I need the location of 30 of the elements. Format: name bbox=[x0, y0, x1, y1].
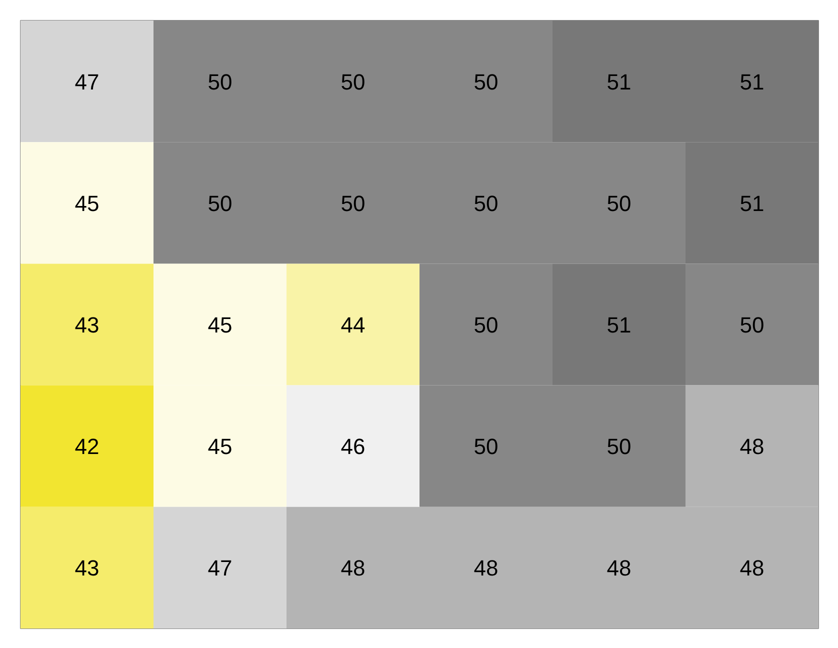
data-label: 48 bbox=[740, 556, 764, 581]
data-label: 51 bbox=[740, 69, 764, 94]
data-label: 48 bbox=[474, 556, 498, 581]
data-label: 50 bbox=[474, 190, 498, 216]
data-label: 50 bbox=[208, 190, 232, 216]
data-label: 51 bbox=[740, 190, 764, 216]
data-label: 47 bbox=[74, 69, 100, 94]
data-label: 47 bbox=[208, 556, 232, 581]
data-label: 44 bbox=[340, 312, 366, 338]
data-label: 45 bbox=[208, 312, 232, 338]
data-label: 45 bbox=[74, 190, 100, 216]
data-label: 50 bbox=[606, 190, 632, 216]
data-label: 43 bbox=[74, 556, 100, 581]
data-label: 48 bbox=[606, 556, 632, 581]
data-label: 45 bbox=[208, 434, 232, 460]
data-label: 48 bbox=[740, 434, 764, 460]
data-label: 50 bbox=[606, 434, 632, 460]
data-label: 50 bbox=[474, 434, 498, 460]
data-label: 51 bbox=[606, 312, 632, 338]
data-label: 50 bbox=[474, 69, 498, 94]
data-label: 50 bbox=[340, 69, 366, 94]
data-label: 42 bbox=[74, 434, 100, 460]
data-label: 50 bbox=[740, 312, 764, 338]
data-label: 48 bbox=[340, 556, 366, 581]
data-label: 50 bbox=[340, 190, 366, 216]
data-label: 50 bbox=[208, 69, 232, 94]
data-label: 43 bbox=[74, 312, 100, 338]
data-label: 50 bbox=[474, 312, 498, 338]
data-label: 51 bbox=[606, 69, 632, 94]
data-label: 46 bbox=[340, 434, 366, 460]
